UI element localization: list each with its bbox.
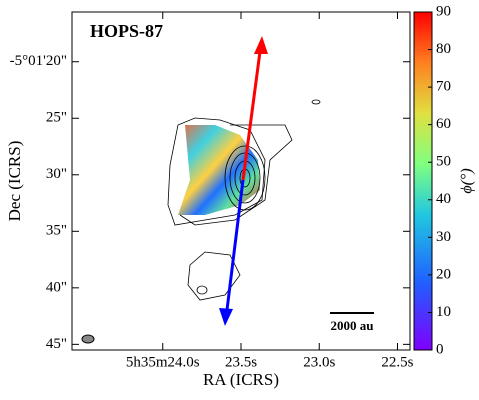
contour	[311, 99, 321, 105]
colorbar-tick-label: 50	[436, 154, 451, 170]
chart-title: HOPS-87	[90, 21, 163, 41]
x-tick-label: 5h35m24.0s	[126, 354, 200, 370]
colorbar-label: ϕ(°)	[459, 168, 476, 193]
colorbar-tick-label: 90	[436, 3, 451, 19]
contour	[196, 285, 208, 295]
outflow-arrow	[241, 43, 263, 181]
image-layer	[81, 36, 374, 344]
outflow-arrow	[224, 179, 245, 319]
y-tick-label: 45"	[46, 336, 67, 352]
y-tick-label: 25"	[46, 110, 67, 126]
colorbar-tick-label: 30	[436, 229, 451, 245]
x-axis-label: RA (ICRS)	[203, 370, 279, 389]
y-tick-label: 40"	[46, 279, 67, 295]
colorbar-tick-label: 80	[436, 41, 451, 57]
colorbar-tick-label: 70	[436, 79, 451, 95]
contour	[229, 152, 261, 204]
contour	[224, 145, 266, 211]
arrow-head	[219, 308, 233, 326]
colorbar-tick-label: 20	[436, 266, 451, 282]
y-tick-label: 30"	[46, 166, 67, 182]
scale-bar-label: 2000 au	[331, 318, 374, 333]
colorbar-tick-label: 60	[436, 116, 451, 132]
arrow-head	[254, 36, 268, 54]
contour	[179, 124, 293, 226]
y-axis-label: Dec (ICRS)	[5, 141, 24, 222]
contour	[187, 251, 241, 301]
colorbar-tick-label: 40	[436, 191, 451, 207]
contour	[167, 117, 266, 226]
colorbar-tick-label: 0	[436, 341, 444, 357]
colorbar-tick-label: 10	[436, 304, 451, 320]
y-tick-label: 35"	[46, 223, 67, 239]
x-tick-label: 23.5s	[225, 354, 257, 370]
colorbar	[413, 11, 433, 351]
beam	[81, 334, 95, 344]
x-tick-label: 23.0s	[303, 354, 335, 370]
y-tick-label: -5°01'20"	[10, 53, 67, 69]
x-tick-label: 22.5s	[381, 354, 413, 370]
